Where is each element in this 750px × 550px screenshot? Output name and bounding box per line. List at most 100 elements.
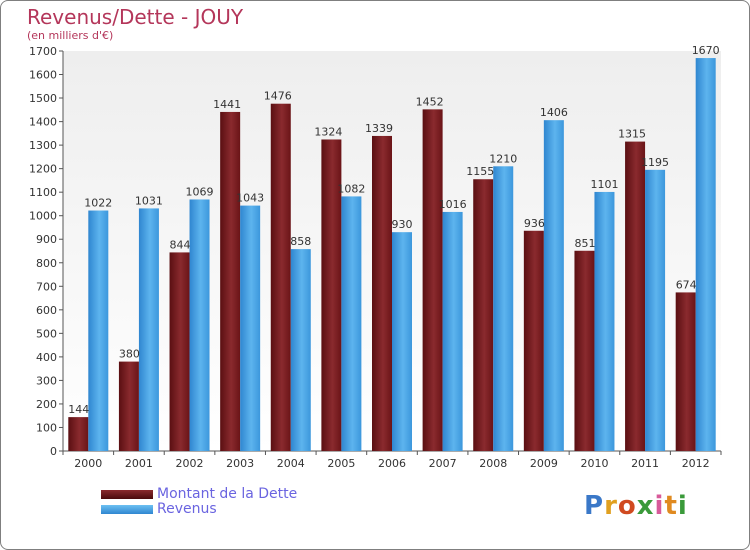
- bar-dette-2004: [270, 103, 291, 452]
- logo-letter: i: [677, 491, 688, 521]
- x-tick-label: 2010: [580, 457, 608, 470]
- data-label-revenus-2007: 1016: [439, 198, 467, 211]
- data-label-revenus-2010: 1101: [590, 178, 618, 191]
- data-label-dette-2002: 844: [170, 238, 191, 251]
- data-label-revenus-2001: 1031: [135, 194, 163, 207]
- y-tick-label: 700: [36, 280, 57, 293]
- legend-swatch-dette: [101, 490, 153, 499]
- y-tick-label: 1500: [29, 92, 57, 105]
- logo-letter: i: [654, 491, 665, 521]
- y-tick-label: 1600: [29, 69, 57, 82]
- logo-letter: r: [604, 491, 618, 521]
- data-label-dette-2010: 851: [574, 237, 595, 250]
- x-tick-label: 2009: [530, 457, 558, 470]
- bar-revenus-2008: [493, 166, 514, 451]
- x-tick-label: 2007: [429, 457, 457, 470]
- x-tick-label: 2000: [74, 457, 102, 470]
- bar-dette-2007: [422, 109, 443, 452]
- legend-label-revenus: Revenus: [157, 501, 217, 517]
- y-tick-label: 900: [36, 233, 57, 246]
- bar-revenus-2000: [88, 210, 109, 451]
- x-tick-label: 2012: [682, 457, 710, 470]
- data-label-revenus-2008: 1210: [489, 152, 517, 165]
- legend: Montant de la Dette Revenus: [101, 487, 297, 517]
- chart-subtitle: (en milliers d'€): [27, 29, 114, 42]
- bar-dette-2011: [625, 141, 646, 451]
- bar-dette-2000: [68, 417, 89, 451]
- data-label-revenus-2011: 1195: [641, 156, 669, 169]
- data-labels: 144 1022 380 1031 844 1069 1441 1043 1476 858 1324…: [68, 44, 719, 416]
- y-tick-label: 500: [36, 327, 57, 340]
- legend-item-revenus: Revenus: [101, 502, 297, 517]
- data-label-dette-2012: 674: [676, 278, 697, 291]
- x-tick-label: 2005: [327, 457, 355, 470]
- x-tick-label: 2002: [176, 457, 204, 470]
- data-label-revenus-2002: 1069: [186, 185, 214, 198]
- x-tick-label: 2008: [479, 457, 507, 470]
- data-label-dette-2000: 144: [68, 403, 89, 416]
- logo-letter: x: [636, 491, 655, 521]
- data-label-dette-2009: 936: [524, 217, 545, 230]
- x-tick-label: 2004: [277, 457, 305, 470]
- bar-dette-2005: [321, 139, 342, 451]
- x-tick-label: 2006: [378, 457, 406, 470]
- bar-dette-2002: [169, 252, 190, 451]
- data-label-dette-2001: 380: [119, 348, 140, 361]
- bar-revenus-2003: [240, 205, 261, 451]
- y-tick-label: 1400: [29, 116, 57, 129]
- bars: [68, 58, 716, 452]
- data-label-revenus-2003: 1043: [236, 192, 264, 205]
- y-tick-label: 1300: [29, 139, 57, 152]
- y-tick-label: 400: [36, 351, 57, 364]
- proxiti-logo: Proxiti: [584, 491, 688, 521]
- bar-revenus-2002: [189, 199, 210, 451]
- bar-dette-2006: [372, 135, 392, 452]
- bar-revenus-2010: [594, 191, 615, 452]
- bar-dette-2009: [523, 230, 544, 451]
- y-axis: 0 100 200 300 400 500 600 700 800 900 1000 1100 1200…: [29, 45, 64, 458]
- legend-swatch-revenus: [101, 505, 153, 514]
- y-tick-label: 1100: [29, 186, 57, 199]
- x-tick-label: 2003: [226, 457, 254, 470]
- y-tick-label: 1700: [29, 45, 57, 58]
- x-axis: 2000 2001 2002 2003 2004 2005 2006 2007 2008 2009…: [62, 450, 722, 470]
- y-tick-label: 800: [36, 257, 57, 270]
- bar-revenus-2004: [290, 249, 311, 451]
- bar-revenus-2006: [392, 232, 412, 451]
- data-label-revenus-2012: 1670: [692, 44, 720, 57]
- logo-letter: o: [617, 491, 637, 521]
- logo-letter: t: [664, 491, 678, 521]
- bar-revenus-2012: [695, 58, 716, 451]
- chart-title: Revenus/Dette - JOUY: [27, 5, 244, 29]
- bar-revenus-2001: [138, 208, 159, 451]
- data-label-dette-2006: 1339: [365, 122, 393, 135]
- data-label-dette-2011: 1315: [618, 128, 646, 141]
- data-label-dette-2003: 1441: [213, 98, 241, 111]
- legend-item-dette: Montant de la Dette: [101, 487, 297, 502]
- bar-dette-2010: [574, 250, 595, 451]
- legend-label-dette: Montant de la Dette: [157, 486, 298, 502]
- bar-dette-2003: [220, 111, 241, 452]
- bar-dette-2008: [473, 179, 494, 451]
- bar-revenus-2011: [645, 169, 666, 451]
- y-tick-label: 1200: [29, 163, 57, 176]
- y-tick-label: 100: [36, 421, 57, 434]
- bar-revenus-2005: [341, 196, 362, 451]
- x-tick-label: 2011: [631, 457, 659, 470]
- y-tick-label: 200: [36, 398, 57, 411]
- data-label-dette-2005: 1324: [314, 125, 342, 138]
- data-label-revenus-2004: 858: [290, 235, 311, 248]
- data-label-dette-2008: 1155: [466, 165, 494, 178]
- bar-revenus-2007: [442, 211, 463, 451]
- data-label-revenus-2009: 1406: [540, 106, 568, 119]
- data-label-revenus-2005: 1082: [337, 182, 365, 195]
- bar-revenus-2009: [543, 120, 564, 452]
- data-label-revenus-2006: 930: [392, 218, 413, 231]
- bar-dette-2001: [118, 361, 139, 451]
- bar-dette-2012: [675, 292, 696, 451]
- data-label-dette-2004: 1476: [264, 90, 292, 103]
- x-tick-label: 2001: [125, 457, 153, 470]
- data-label-revenus-2000: 1022: [84, 197, 112, 210]
